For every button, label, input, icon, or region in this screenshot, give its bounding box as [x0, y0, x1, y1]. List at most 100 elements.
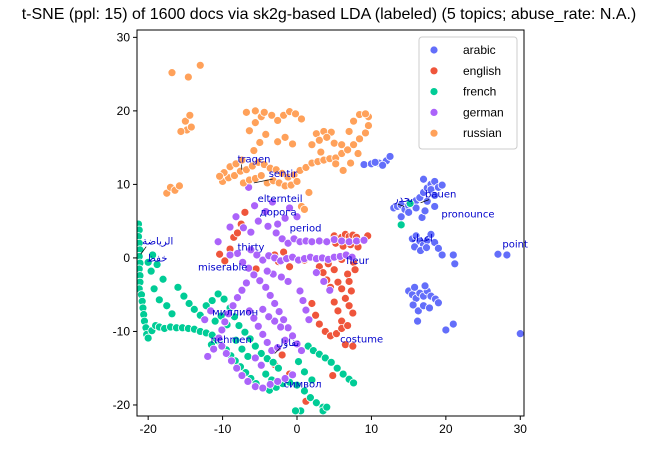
point-russian-84: [331, 159, 341, 169]
point-arabic-0: [359, 160, 369, 169]
point-russian-57: [291, 109, 300, 119]
point-german-9: [283, 238, 293, 248]
annotation-label-14: point: [502, 240, 528, 251]
point-french-58: [167, 309, 177, 319]
point-russian-75: [314, 135, 324, 145]
annotation-label-1: sentir: [269, 169, 298, 180]
point-arabic-65: [515, 329, 524, 339]
y-tick-label-1: -10: [113, 324, 131, 338]
point-english-21: [348, 308, 358, 318]
point-arabic-59: [410, 282, 419, 292]
point-russian-35: [355, 134, 364, 144]
annotation-label-15: миллион: [212, 307, 258, 318]
point-english-42: [215, 249, 225, 259]
point-arabic-29: [420, 206, 430, 216]
point-german-73: [232, 363, 242, 373]
point-arabic-26: [404, 207, 414, 217]
point-german-15: [322, 237, 332, 247]
annotation-arrow-18: [274, 347, 281, 354]
point-german-86: [262, 338, 272, 347]
point-russian-77: [329, 138, 339, 148]
legend-label-russian: russian: [463, 126, 502, 140]
point-russian-54: [273, 116, 283, 125]
annotation-label-5: thirty: [237, 243, 264, 254]
point-french-67: [219, 294, 229, 304]
point-french-103: [405, 199, 415, 208]
annotation-label-11: بجدر: [393, 194, 413, 205]
point-german-18: [344, 237, 354, 247]
point-english-43: [220, 256, 230, 266]
point-german-59: [276, 272, 286, 282]
point-german-47: [270, 299, 280, 308]
point-english-29: [350, 265, 360, 275]
point-german-23: [258, 255, 268, 265]
point-french-45: [292, 380, 302, 390]
point-german-49: [279, 315, 289, 325]
point-german-89: [280, 335, 290, 345]
point-german-5: [250, 201, 259, 211]
point-russian-88: [300, 204, 309, 214]
point-arabic-55: [425, 303, 434, 313]
annotation-arrow-6: [140, 246, 147, 255]
point-english-36: [332, 329, 341, 339]
point-arabic-43: [448, 250, 458, 260]
point-arabic-4: [385, 152, 395, 161]
point-french-92: [338, 369, 348, 379]
point-german-95: [200, 315, 210, 325]
point-german-4: [268, 197, 277, 207]
point-russian-45: [255, 138, 265, 147]
point-english-24: [329, 297, 339, 307]
point-german-99: [231, 212, 241, 222]
point-french-74: [256, 349, 266, 358]
point-german-41: [238, 257, 248, 267]
y-tick-label-5: 30: [117, 30, 131, 44]
point-german-85: [258, 329, 268, 339]
annotation-label-17: costume: [340, 334, 383, 345]
legend: arabic english french german russian: [418, 36, 518, 150]
point-arabic-53: [413, 306, 423, 316]
point-french-57: [162, 301, 172, 311]
point-french-91: [332, 363, 342, 373]
legend-marker-french: [429, 87, 439, 96]
point-arabic-23: [430, 191, 440, 200]
annotation-label-8: miserable: [198, 262, 247, 273]
point-german-20: [359, 235, 369, 245]
point-english-55: [277, 350, 287, 360]
points-layer: [137, 60, 524, 416]
point-french-52: [152, 260, 162, 269]
legend-marker-english: [429, 66, 439, 76]
point-russian-90: [280, 132, 290, 142]
point-german-104: [273, 219, 283, 229]
point-german-79: [273, 377, 283, 386]
point-german-110: [292, 212, 302, 222]
point-french-61: [184, 299, 194, 308]
point-german-3: [261, 207, 271, 217]
y-tick-label-2: 0: [123, 251, 130, 265]
annotation-arrow-1: [253, 178, 273, 184]
point-german-91: [270, 316, 280, 326]
point-german-78: [265, 379, 275, 389]
point-french-55: [149, 284, 159, 294]
point-english-27: [346, 286, 356, 296]
point-russian-34: [349, 140, 358, 150]
point-german-107: [250, 353, 260, 363]
point-german-66: [224, 309, 233, 319]
point-german-53: [297, 346, 306, 355]
annotation-label-19: символ: [284, 379, 322, 390]
point-french-47: [306, 393, 315, 403]
point-arabic-63: [493, 249, 503, 259]
point-german-96: [209, 344, 219, 354]
point-french-65: [207, 296, 217, 305]
annotation-label-9: fleur: [346, 256, 370, 267]
point-russian-58: [297, 114, 306, 124]
point-german-100: [213, 237, 223, 247]
point-german-46: [265, 291, 275, 300]
annotation-label-16: nehmen: [211, 335, 252, 346]
point-french-62: [189, 304, 199, 314]
point-english-26: [344, 277, 354, 286]
point-german-8: [277, 234, 287, 244]
point-french-59: [173, 282, 183, 292]
point-german-81: [288, 370, 297, 380]
point-russian-78: [337, 140, 347, 150]
point-german-48: [274, 307, 284, 316]
